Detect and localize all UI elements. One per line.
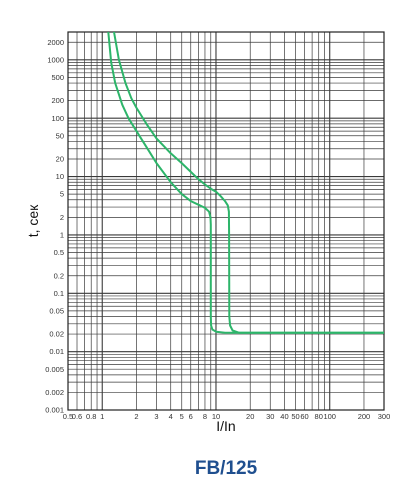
y-tick-label: 0.2 xyxy=(54,271,64,280)
y-axis-label: t, сек xyxy=(25,204,41,237)
y-tick-label: 100 xyxy=(51,114,64,123)
y-tick-label: 0.001 xyxy=(45,406,64,415)
grid-lines xyxy=(67,31,385,411)
x-tick-label: 200 xyxy=(358,412,371,421)
y-tick-label: 0.005 xyxy=(45,365,64,374)
series-layer xyxy=(107,32,384,334)
trip-curve-lower xyxy=(107,32,384,334)
x-axis-label: I/In xyxy=(216,418,235,434)
x-tick-label: 80 xyxy=(315,412,323,421)
x-tick-label: 3 xyxy=(154,412,158,421)
y-tick-label: 50 xyxy=(56,131,64,140)
x-tick-label: 100 xyxy=(323,412,336,421)
x-tick-label: 0.8 xyxy=(86,412,96,421)
plot-frame xyxy=(67,31,385,411)
x-tick-label: 2 xyxy=(134,412,138,421)
y-tick-label: 0.02 xyxy=(49,330,64,339)
x-tick-label: 60 xyxy=(300,412,308,421)
x-tick-label: 50 xyxy=(291,412,299,421)
x-tick-label: 8 xyxy=(203,412,207,421)
y-tick-label: 500 xyxy=(51,73,64,82)
x-tick-label: 10 xyxy=(212,412,220,421)
y-tick-label: 0.1 xyxy=(54,289,64,298)
x-tick-label: 40 xyxy=(280,412,288,421)
y-tick-label: 200 xyxy=(51,96,64,105)
y-tick-label: 0.05 xyxy=(49,306,64,315)
y-tick-label: 1000 xyxy=(47,55,64,64)
chart-title: FB/125 xyxy=(195,458,258,479)
trip-curve-upper xyxy=(113,32,384,334)
x-tick-label: 0.5 xyxy=(63,412,73,421)
y-tick-labels: 2000 1000 500 200 100 50 20 10 5 2 1 0.5 0.2 0.1 0.05 0… xyxy=(45,38,64,415)
x-tick-label: 300 xyxy=(378,412,391,421)
x-tick-label: 30 xyxy=(266,412,274,421)
x-tick-label: 5 xyxy=(180,412,184,421)
x-tick-label: 0.6 xyxy=(72,412,82,421)
y-tick-label: 20 xyxy=(56,155,64,164)
y-tick-label: 5 xyxy=(60,190,64,199)
x-tick-label: 4 xyxy=(169,412,173,421)
y-tick-label: 2000 xyxy=(47,38,64,47)
y-tick-label: 0.5 xyxy=(54,248,64,257)
y-tick-label: 0.002 xyxy=(45,388,64,397)
x-tick-labels: 0.50.6 0.8 1 2 3 4 5 6 8 10 20 30 40 50 60 80 100 200 300 xyxy=(63,412,390,421)
x-tick-label: 20 xyxy=(246,412,254,421)
y-tick-label: 10 xyxy=(56,172,64,181)
y-tick-label: 0.01 xyxy=(49,347,64,356)
y-tick-label: 2 xyxy=(60,213,64,222)
x-tick-label: 1 xyxy=(100,412,104,421)
x-tick-label: 6 xyxy=(189,412,193,421)
y-tick-label: 1 xyxy=(60,231,64,240)
